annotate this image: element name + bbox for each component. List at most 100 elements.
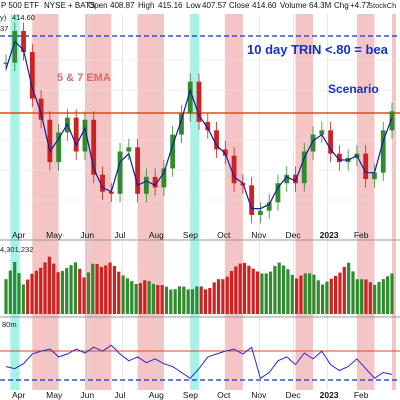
candle-body xyxy=(284,174,290,184)
candle-body xyxy=(135,147,140,194)
ema-line xyxy=(5,40,393,210)
volume-bar xyxy=(69,265,73,314)
volume-bar xyxy=(143,280,147,314)
trin-annotation: 10 day TRIN <.80 = bea xyxy=(247,42,389,57)
volume-bar xyxy=(112,265,117,314)
cyan-zone-0 xyxy=(10,14,20,390)
candle-body xyxy=(12,30,18,63)
x-tick-label: Dec xyxy=(285,230,301,240)
x-tick-label-bottom: Jun xyxy=(80,390,94,400)
candle-body xyxy=(258,210,263,215)
candle-body xyxy=(108,191,114,194)
top-left-num: 37 xyxy=(0,24,8,33)
volume-bar xyxy=(156,285,160,314)
volume-bar xyxy=(377,282,381,314)
volume-bar xyxy=(138,283,143,314)
volume-bar xyxy=(316,280,320,314)
candle-body xyxy=(336,153,342,163)
volume-bar xyxy=(216,279,221,314)
volume-bar xyxy=(34,270,38,314)
x-tick-label-bottom: Aug xyxy=(149,390,164,400)
x-axis-labels-bottom: Apr May Jun Jul Aug Sep Oct Nov Dec 2023 Feb xyxy=(12,390,369,400)
candle-body xyxy=(91,119,97,175)
header-high-label: High xyxy=(138,1,154,10)
header-low: 407.57 xyxy=(202,1,227,10)
volume-bar xyxy=(268,271,273,314)
candle-body xyxy=(100,174,105,192)
volume-bar xyxy=(364,279,368,314)
volume-bar xyxy=(78,268,82,314)
volume-bar xyxy=(182,286,186,314)
volume-bar xyxy=(373,284,377,314)
volume-bar xyxy=(190,289,195,314)
candle-body xyxy=(196,81,202,122)
volume-bar xyxy=(386,276,390,314)
volume-bar xyxy=(195,286,199,314)
candle-body xyxy=(266,202,272,211)
volume-bar xyxy=(39,267,43,314)
volume-bar xyxy=(247,265,251,314)
header-change-label: Chg xyxy=(334,1,349,10)
volume-bar xyxy=(203,289,208,314)
candle-body xyxy=(179,113,184,135)
volume-bar xyxy=(56,272,60,314)
volume-bar xyxy=(199,286,203,314)
header-open: 408.87 xyxy=(110,1,135,10)
volume-bar xyxy=(229,270,234,314)
x-tick-label: Aug xyxy=(149,230,164,240)
volume-bar xyxy=(234,266,238,314)
volume-bar xyxy=(21,284,25,314)
candle-body xyxy=(328,130,333,154)
volume-bar xyxy=(91,263,95,314)
volume-bar xyxy=(273,265,277,314)
volume-bar xyxy=(8,270,12,314)
volume-bar xyxy=(342,266,346,314)
volume-bar xyxy=(281,265,286,314)
candle-body xyxy=(205,121,211,131)
volume-bar xyxy=(99,266,104,314)
x-tick-label-bottom: Jul xyxy=(115,390,126,400)
candle-body xyxy=(152,176,158,188)
trin-line xyxy=(5,344,393,380)
volume-bar xyxy=(60,270,64,314)
header-volume: 64.3M xyxy=(309,1,332,10)
volume-bar xyxy=(160,285,164,314)
volume-bar xyxy=(307,273,312,314)
volume-bar xyxy=(221,279,225,314)
candle-body xyxy=(82,119,88,152)
volume-bar xyxy=(82,277,86,314)
scenario-annotation: Scenario xyxy=(328,82,379,96)
volume-bar xyxy=(255,271,260,314)
volume-bars xyxy=(4,256,394,314)
volume-bar xyxy=(290,274,294,314)
candle-body xyxy=(143,176,149,194)
volume-bar xyxy=(212,282,216,314)
header-open-label: Open xyxy=(88,1,108,10)
volume-bar xyxy=(134,284,138,314)
volume-bar xyxy=(147,281,151,314)
volume-bar xyxy=(13,261,17,314)
x-tick-label: 2023 xyxy=(320,230,339,240)
candle-body xyxy=(161,168,167,188)
header-high: 415.16 xyxy=(158,1,183,10)
volume-bar xyxy=(225,276,229,314)
x-tick-label-bottom: 2023 xyxy=(320,390,339,400)
volume-bar xyxy=(130,281,134,314)
volume-bar xyxy=(186,289,190,314)
header-change: +4.77 xyxy=(350,1,371,10)
x-tick-label: Oct xyxy=(217,230,231,240)
candle-body xyxy=(222,149,228,156)
candle-body xyxy=(3,62,9,65)
volume-bar xyxy=(299,275,303,314)
volume-bar xyxy=(95,264,99,314)
x-tick-label: May xyxy=(46,230,63,240)
x-tick-label: Apr xyxy=(12,230,25,240)
x-tick-label-bottom: Dec xyxy=(285,390,301,400)
candle-body xyxy=(372,172,377,179)
x-tick-label: Jul xyxy=(115,230,126,240)
volume-bar xyxy=(347,262,351,314)
header-exchange: NYSE + BATS xyxy=(44,1,95,10)
volume-bar xyxy=(390,273,394,314)
volume-bar xyxy=(238,263,242,314)
